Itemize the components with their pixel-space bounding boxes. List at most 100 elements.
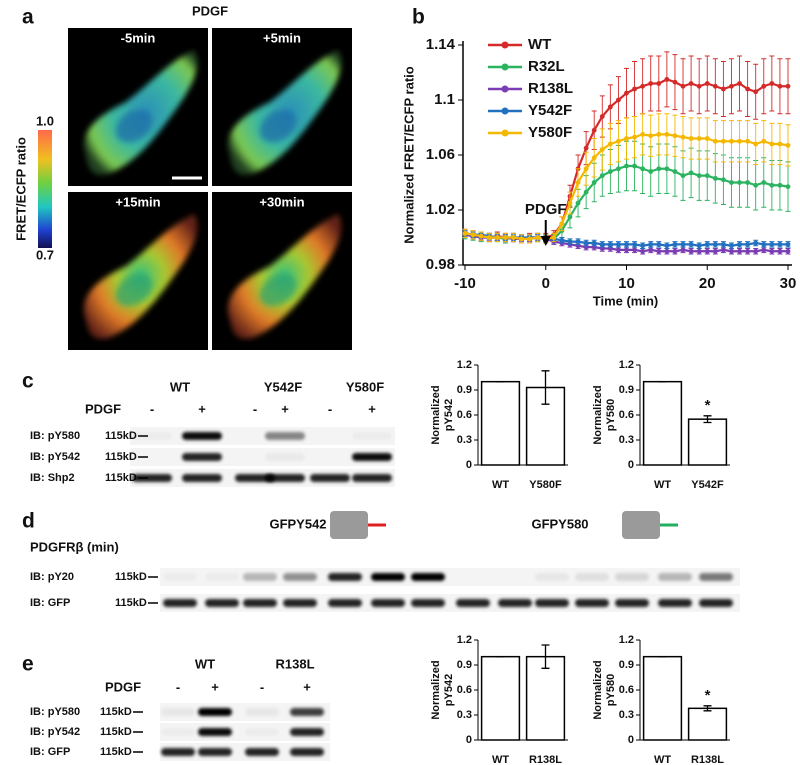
- x-tick-label: WT: [654, 479, 671, 491]
- legend-label: Y542F: [528, 102, 572, 119]
- data-point: [721, 241, 726, 247]
- annotation: PDGF: [525, 201, 567, 218]
- y-tick-label: 1.2: [457, 359, 472, 371]
- data-point: [599, 147, 605, 152]
- band: [328, 573, 362, 581]
- annotation-arrowhead: [540, 236, 551, 246]
- data-point: [696, 248, 702, 254]
- data-point: [672, 79, 678, 85]
- data-point: [672, 133, 678, 139]
- y-tick-label: 0.9: [457, 384, 472, 396]
- group-label: Y580F: [346, 379, 384, 394]
- data-point: [785, 248, 791, 254]
- y-tick-label: 0.3: [457, 434, 472, 446]
- y-tick-label: 0.6: [619, 409, 634, 421]
- data-point: [624, 247, 629, 253]
- data-point: [607, 169, 613, 174]
- data-point: [567, 214, 573, 220]
- data-point: [696, 243, 702, 249]
- data-point: [729, 83, 734, 89]
- blot-label: IB: pY542: [30, 726, 80, 738]
- data-point: [729, 248, 734, 254]
- size-label: 115kD: [105, 472, 137, 484]
- data-point: [688, 81, 694, 86]
- data-point: [712, 138, 718, 144]
- lane-label: -: [260, 679, 264, 694]
- data-point: [769, 248, 775, 254]
- data-point: [777, 83, 783, 89]
- data-point: [745, 86, 751, 92]
- y-tick-label: 1.2: [457, 634, 472, 646]
- lane-label: -: [328, 401, 332, 416]
- bar: [687, 707, 728, 741]
- band: [371, 599, 405, 607]
- data-point: [712, 175, 718, 181]
- blot-label: IB: GFP: [30, 746, 70, 758]
- data-point: [656, 131, 662, 137]
- band: [371, 573, 405, 581]
- y-axis-label: pY542: [443, 399, 455, 431]
- data-point: [535, 235, 541, 240]
- data-point: [777, 248, 783, 254]
- data-point: [737, 138, 742, 144]
- bar: [642, 655, 683, 741]
- legend-marker: [501, 63, 509, 71]
- band: [658, 573, 692, 581]
- panel-label: c: [22, 370, 34, 393]
- tile-label: -5min: [121, 30, 156, 45]
- data-point: [688, 136, 694, 141]
- data-point: [704, 248, 710, 254]
- data-point: [599, 114, 605, 119]
- data-point: [745, 180, 751, 185]
- error-bar: [541, 370, 550, 405]
- data-point: [696, 83, 702, 89]
- y-tick-label: 0.3: [619, 434, 634, 446]
- construct-icon: [622, 511, 660, 539]
- data-point: [688, 170, 694, 176]
- x-tick-label: 10: [618, 275, 635, 292]
- band: [182, 432, 222, 440]
- data-point: [785, 142, 791, 148]
- band: [290, 748, 324, 756]
- band: [161, 708, 195, 716]
- blot-label: IB: Shp2: [30, 472, 75, 484]
- colorbar: [38, 130, 52, 248]
- nucleus: [259, 109, 297, 143]
- data-point: [591, 127, 597, 133]
- y-tick-label: 0.9: [619, 384, 634, 396]
- lane-label: +: [303, 679, 311, 694]
- band: [265, 474, 305, 482]
- data-point: [664, 76, 670, 82]
- data-point: [721, 86, 726, 92]
- data-point: [769, 141, 775, 147]
- legend-marker: [501, 85, 509, 93]
- band: [161, 728, 195, 736]
- data-point: [769, 241, 775, 247]
- nucleus: [259, 273, 297, 307]
- panel-label: e: [22, 653, 34, 676]
- data-point: [680, 247, 686, 253]
- band: [535, 573, 569, 581]
- data-point: [785, 184, 791, 190]
- cell: [228, 50, 342, 175]
- x-tick-label: -10: [454, 275, 476, 292]
- band: [352, 453, 392, 461]
- group-label: WT: [170, 379, 190, 394]
- legend-label: Y580F: [528, 124, 572, 141]
- significance: *: [705, 687, 711, 704]
- data-point: [664, 166, 670, 172]
- data-point: [607, 241, 613, 247]
- data-point: [753, 182, 759, 188]
- y-tick-label: 0.9: [457, 659, 472, 671]
- x-tick-label: 0: [542, 275, 550, 292]
- size-label: 115kD: [115, 571, 147, 583]
- band: [198, 728, 232, 736]
- x-tick-label: R138L: [529, 754, 562, 765]
- legend-label: R138L: [528, 80, 573, 97]
- data-point: [640, 166, 646, 172]
- data-point: [640, 131, 646, 137]
- data-point: [729, 243, 734, 249]
- data-point: [583, 240, 589, 246]
- lane-label: +: [368, 401, 376, 416]
- y-tick-label: 0: [628, 734, 634, 746]
